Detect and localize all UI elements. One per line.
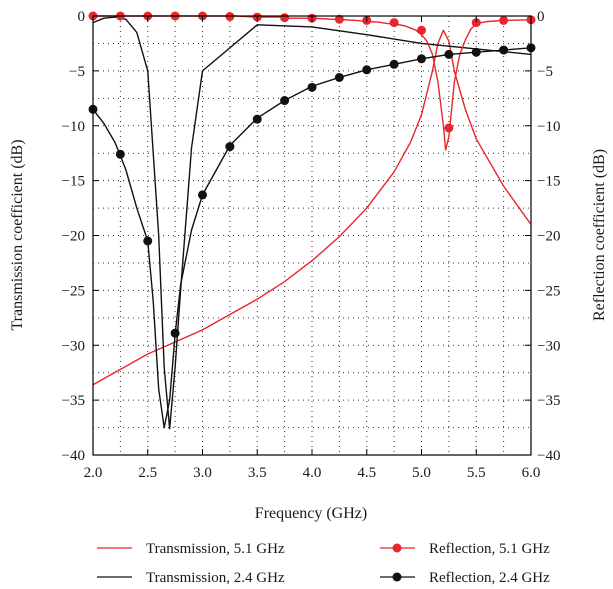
series-line-reflection-2-4-ghz <box>92 47 532 429</box>
y-tick-label-left: −15 <box>62 174 85 190</box>
legend-item-transmission-2-4: Transmission, 2.4 GHz <box>97 570 285 586</box>
y-tick-label-right: −40 <box>537 448 560 464</box>
x-axis-label: Frequency (GHz) <box>255 505 367 522</box>
data-point-reflection-2-4-ghz <box>170 328 180 338</box>
y-tick-label-right: 0 <box>537 9 545 25</box>
legend-marker-reflection-5-1 <box>392 543 402 553</box>
y-tick-label-right: −30 <box>537 338 560 354</box>
data-point-reflection-2-4-ghz <box>143 236 153 246</box>
legend-label-reflection-2-4: Reflection, 2.4 GHz <box>429 570 550 586</box>
data-point-reflection-2-4-ghz <box>499 45 509 55</box>
x-tick-label: 4.0 <box>303 465 322 481</box>
data-point-reflection-5-1-ghz <box>389 18 399 28</box>
x-tick-label: 4.5 <box>357 465 376 481</box>
y-tick-label-right: −35 <box>537 393 560 409</box>
series-layer <box>88 11 536 430</box>
series-line-transmission-2-4-ghz <box>92 16 532 430</box>
series-line-transmission-5-1-ghz <box>92 29 532 386</box>
x-tick-label: 2.0 <box>84 465 103 481</box>
legend: Transmission, 5.1 GHz Reflection, 5.1 GH… <box>97 541 550 586</box>
legend-marker-reflection-2-4 <box>392 572 402 582</box>
data-point-reflection-2-4-ghz <box>198 190 207 200</box>
x-tick-label: 3.5 <box>248 465 267 481</box>
data-point-reflection-2-4-ghz <box>280 96 290 106</box>
x-tick-label: 6.0 <box>522 465 541 481</box>
y-tick-label-right: −5 <box>537 64 553 80</box>
data-point-reflection-2-4-ghz <box>444 49 454 59</box>
legend-label-reflection-5-1: Reflection, 5.1 GHz <box>429 541 550 557</box>
y-tick-label-right: −20 <box>537 229 560 245</box>
data-point-reflection-5-1-ghz <box>280 13 290 23</box>
y-tick-label-right: −25 <box>537 283 560 299</box>
y-tick-label-left: −30 <box>62 338 85 354</box>
data-point-reflection-5-1-ghz <box>499 15 509 25</box>
legend-item-transmission-5-1: Transmission, 5.1 GHz <box>97 541 285 557</box>
data-point-reflection-2-4-ghz <box>471 47 481 57</box>
x-tick-label: 2.5 <box>138 465 157 481</box>
data-point-reflection-2-4-ghz <box>307 82 317 92</box>
data-point-reflection-5-1-ghz <box>444 123 454 133</box>
y-axis-label-left: Transmission coefficient (dB) <box>9 139 26 330</box>
data-point-reflection-2-4-ghz <box>115 149 125 159</box>
data-point-reflection-2-4-ghz <box>225 142 235 152</box>
y-tick-label-left: 0 <box>78 9 86 25</box>
legend-label-transmission-2-4: Transmission, 2.4 GHz <box>146 570 285 586</box>
grid <box>93 16 531 455</box>
x-tick-label: 5.0 <box>412 465 431 481</box>
data-point-reflection-2-4-ghz <box>334 72 344 82</box>
ticks: 2.0 2.5 3.0 3.5 4.0 4.5 5.0 5.5 6.0 0 0 −5 −5 −10 −10 −… <box>62 9 561 481</box>
y-tick-label-left: −10 <box>62 119 85 135</box>
data-point-reflection-5-1-ghz <box>417 25 426 35</box>
data-point-reflection-2-4-ghz <box>252 114 262 124</box>
y-tick-label-left: −35 <box>62 393 85 409</box>
legend-item-reflection-2-4: Reflection, 2.4 GHz <box>380 570 550 586</box>
y-tick-label-right: −10 <box>537 119 560 135</box>
data-point-reflection-5-1-ghz <box>471 18 481 28</box>
x-tick-label: 3.0 <box>193 465 212 481</box>
y-tick-label-left: −5 <box>69 64 85 80</box>
data-point-reflection-2-4-ghz <box>389 59 399 69</box>
y-axis-label-right: Reflection coefficient (dB) <box>591 149 608 321</box>
y-tick-label-left: −40 <box>62 448 85 464</box>
y-tick-label-right: −15 <box>537 174 560 190</box>
y-tick-label-left: −20 <box>62 229 85 245</box>
y-tick-label-left: −25 <box>62 283 85 299</box>
x-tick-label: 5.5 <box>467 465 486 481</box>
legend-label-transmission-5-1: Transmission, 5.1 GHz <box>146 541 285 557</box>
data-point-reflection-2-4-ghz <box>417 54 426 64</box>
data-point-reflection-5-1-ghz <box>334 14 344 24</box>
data-point-reflection-2-4-ghz <box>362 65 372 75</box>
legend-item-reflection-5-1: Reflection, 5.1 GHz <box>380 541 550 557</box>
